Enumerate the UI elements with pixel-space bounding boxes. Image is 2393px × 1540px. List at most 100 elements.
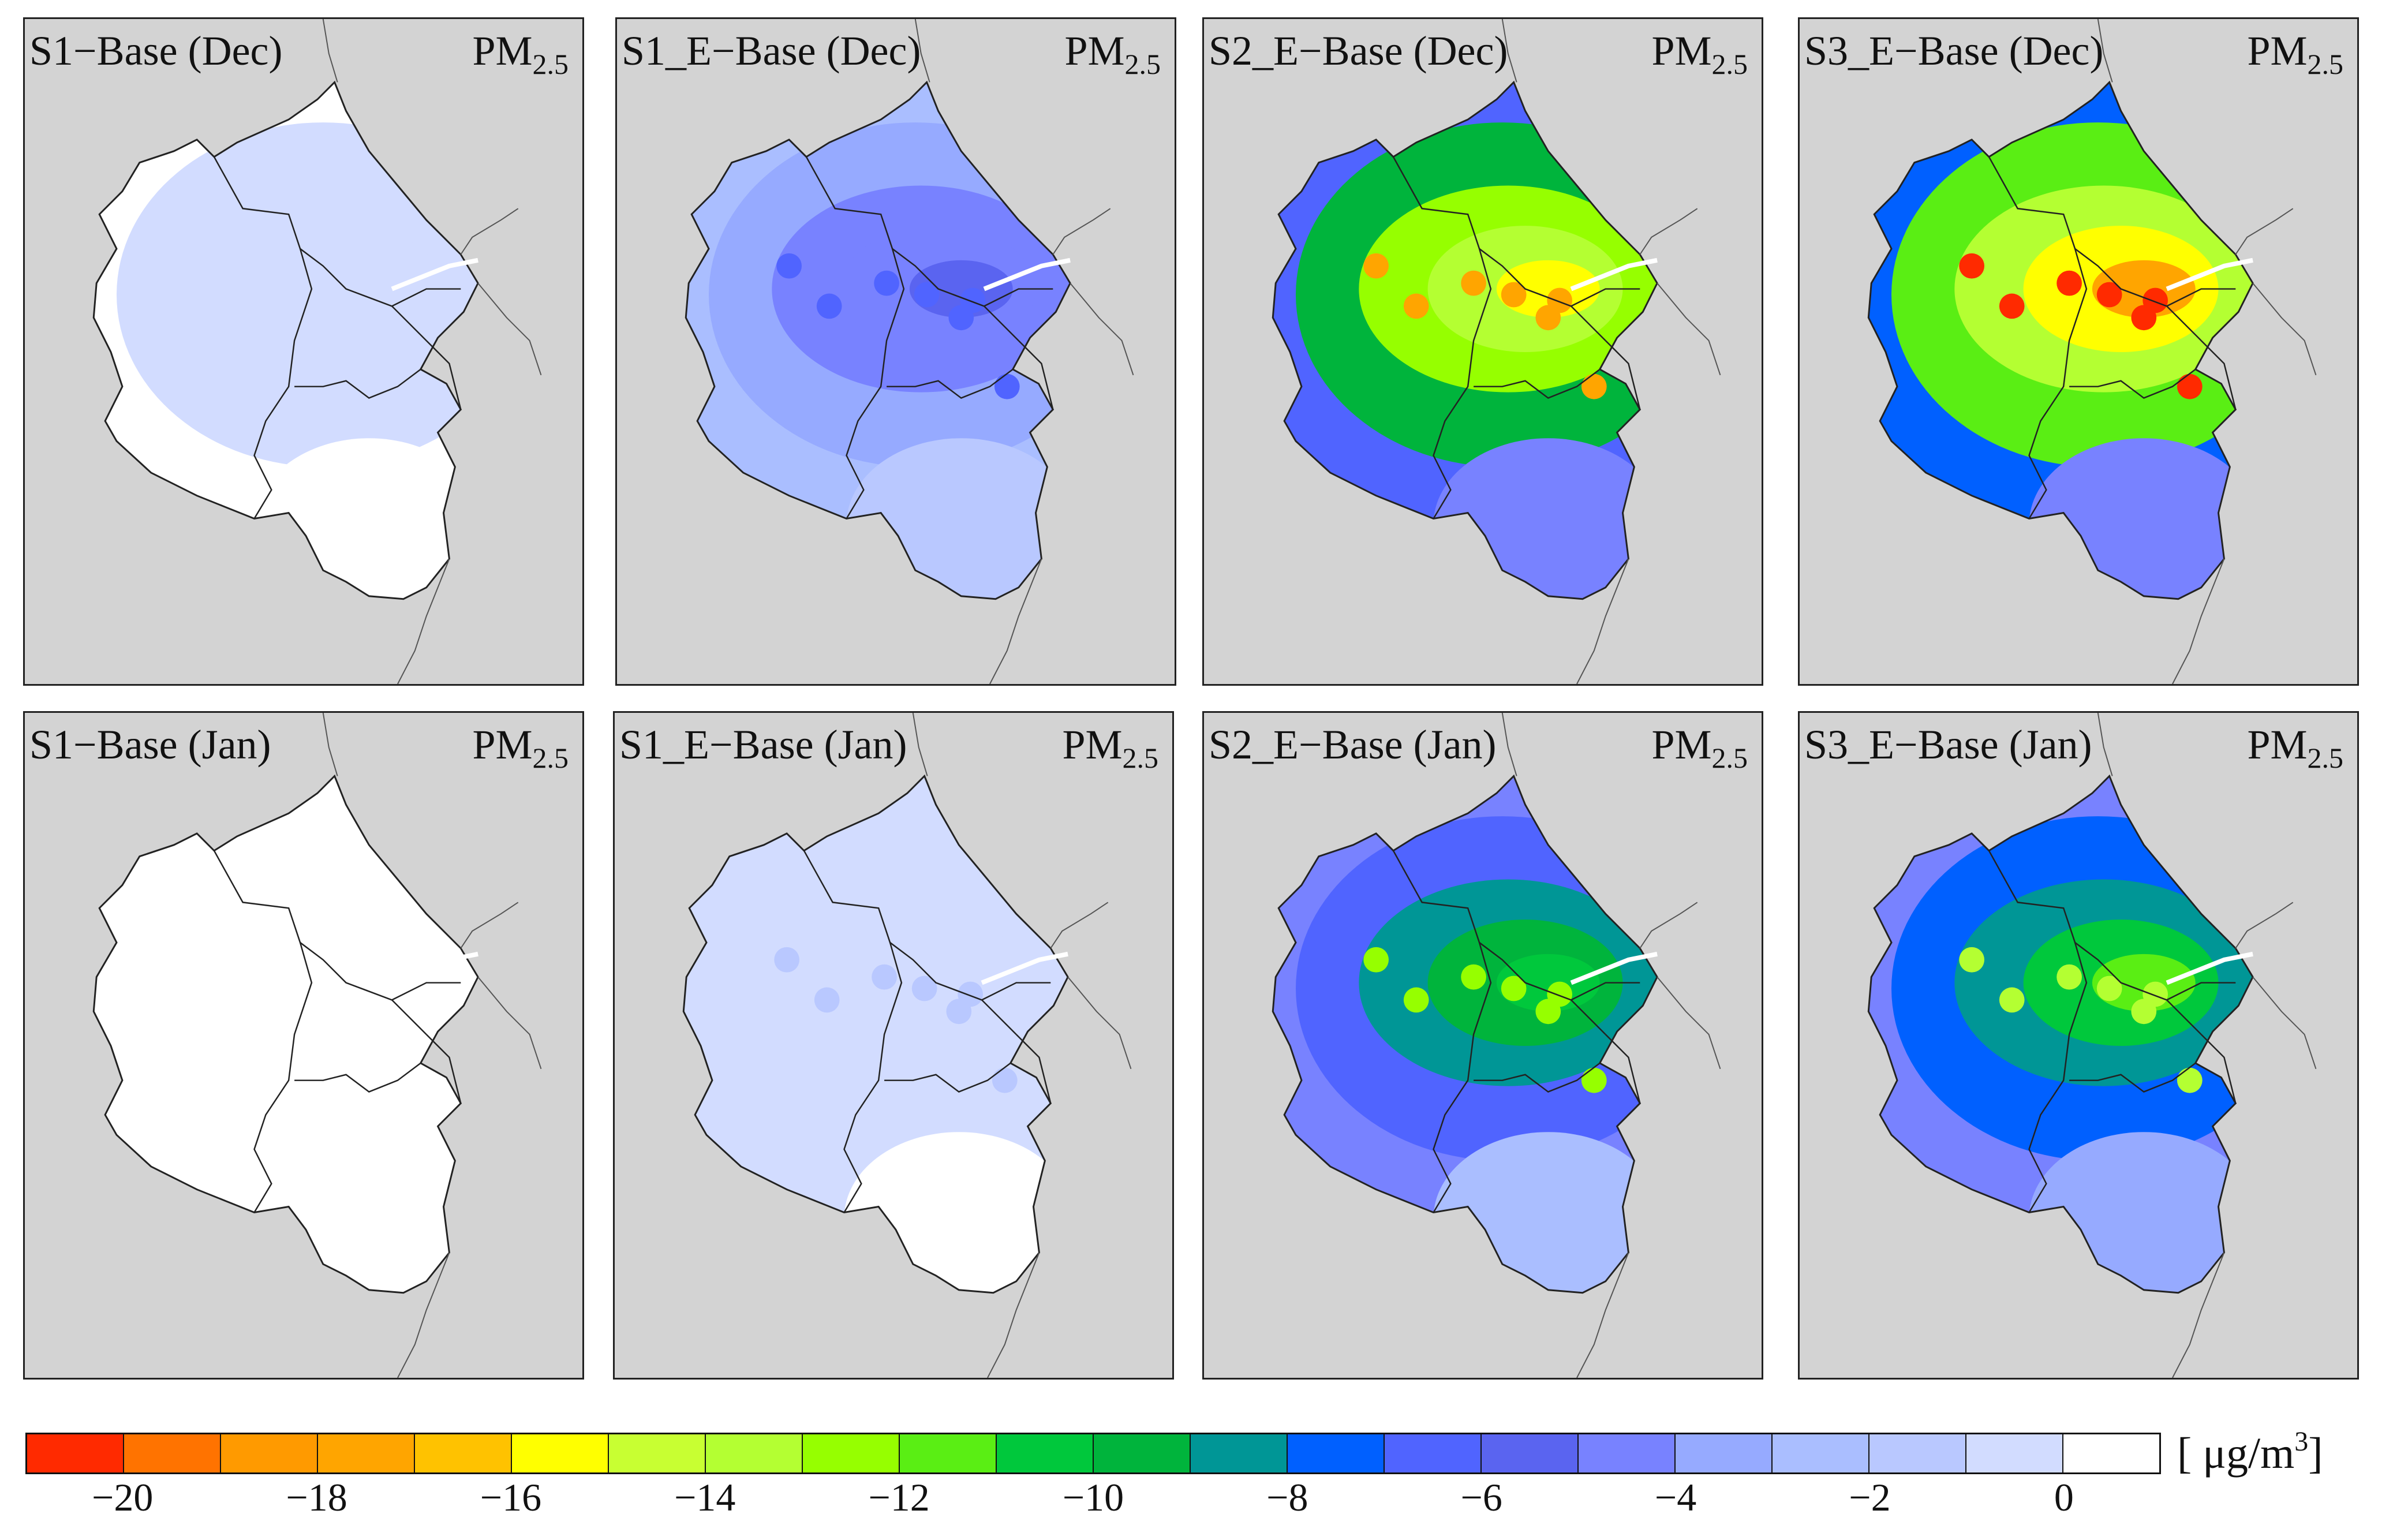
province-boundary	[2166, 288, 2236, 307]
map-panel-s1e-base-dec: S1_E−Base (Dec) PM2.5	[615, 17, 1176, 686]
colorbar-unit: [ μg/m3]	[2177, 1426, 2323, 1478]
hotspot	[184, 947, 210, 973]
hotspot	[1461, 964, 1486, 990]
province-boundary	[984, 288, 1053, 307]
colorbar-tick-label: −4	[1654, 1475, 1697, 1519]
concentration-contours	[706, 816, 1068, 1293]
region-outline	[92, 80, 479, 600]
hotspot	[184, 253, 210, 279]
colorbar-box	[1579, 1434, 1676, 1472]
panel-title: S2_E−Base (Dec)	[1209, 28, 1508, 74]
province-boundary	[1474, 368, 1601, 399]
hotspot	[356, 999, 382, 1025]
province-boundary	[1988, 156, 2202, 341]
panel-variable: PM2.5	[2247, 28, 2343, 80]
colorbar-box	[124, 1434, 221, 1472]
river	[391, 257, 478, 291]
colorbar-box	[1191, 1434, 1288, 1472]
hotspot	[1363, 947, 1389, 973]
province-boundary	[253, 942, 313, 1213]
concentration-contours	[1891, 816, 2253, 1293]
map-panel-s3e-base-jan: S3_E−Base (Jan) PM2.5	[1798, 711, 2359, 1380]
hotspot	[2096, 975, 2122, 1001]
contour-band	[254, 438, 478, 599]
hotspot	[774, 947, 800, 973]
hotspot	[1403, 987, 1429, 1013]
hotspot	[2131, 305, 2157, 331]
colorbar-tick-label: −12	[868, 1475, 930, 1519]
hotspot	[814, 987, 840, 1013]
province-boundary	[1605, 1034, 1641, 1104]
province-boundary	[887, 368, 1014, 399]
coastline	[2097, 713, 2317, 1378]
hotspot	[872, 964, 897, 990]
panel-variable: PM2.5	[1064, 28, 1161, 80]
province-boundary	[1018, 340, 1054, 410]
colorbar-box	[27, 1434, 124, 1472]
colorbar-tick-label: −18	[286, 1475, 347, 1519]
concentration-contours	[1296, 816, 1658, 1293]
region-outline	[1272, 774, 1658, 1294]
region-outline	[1867, 80, 2254, 600]
province-boundary	[213, 850, 427, 1035]
region-outline	[1867, 774, 2254, 1294]
panel-title: S1−Base (Dec)	[29, 28, 283, 74]
hotspot	[911, 975, 937, 1001]
colorbar-box	[1773, 1434, 1869, 1472]
province-boundary	[805, 156, 1019, 341]
province-boundary	[1392, 156, 1606, 341]
colorbar-tick-label: −2	[1849, 1475, 1891, 1519]
hotspot	[992, 1067, 1018, 1093]
province-boundary	[2200, 340, 2237, 410]
river	[1570, 257, 1658, 291]
panel-title: S2_E−Base (Jan)	[1209, 722, 1497, 768]
province-boundary	[253, 248, 313, 519]
province-boundary	[391, 288, 461, 307]
colorbar-box	[1482, 1434, 1579, 1472]
hotspot	[2057, 964, 2082, 990]
hotspot	[1999, 987, 2025, 1013]
hotspot	[282, 270, 307, 296]
province-boundary	[2028, 248, 2088, 519]
coastline	[1501, 713, 1721, 1378]
map-canvas	[1272, 19, 1721, 684]
province-boundary	[294, 368, 421, 399]
province-boundary	[843, 942, 903, 1213]
concentration-contours	[1296, 122, 1658, 599]
province-boundary	[803, 850, 1017, 1035]
hotspot	[321, 975, 347, 1001]
river	[1570, 951, 1658, 985]
province-boundary	[425, 1034, 462, 1104]
colorbar-box	[1676, 1434, 1773, 1472]
colorbar-box	[900, 1434, 997, 1472]
hotspot	[994, 373, 1020, 399]
colorbar-box	[1966, 1434, 2063, 1472]
colorbar-tick-label: 0	[2054, 1475, 2074, 1519]
contour-band	[844, 1132, 1068, 1293]
map-canvas	[1867, 19, 2317, 684]
hotspot	[2177, 373, 2203, 399]
hotspot	[1959, 947, 1985, 973]
province-boundary	[1015, 1034, 1052, 1104]
contour-band	[2029, 438, 2253, 599]
concentration-contours	[117, 122, 478, 599]
coastline	[322, 19, 542, 684]
panel-variable: PM2.5	[1651, 722, 1748, 774]
concentration-contours	[117, 816, 478, 1293]
hotspot	[224, 987, 250, 1013]
hotspot	[402, 373, 428, 399]
province-boundary	[2069, 1062, 2196, 1093]
province-boundary	[1392, 850, 1606, 1035]
region-outline	[1272, 80, 1658, 600]
map-canvas	[92, 713, 542, 1378]
hotspot	[402, 1067, 428, 1093]
map-panel-s2e-base-jan: S2_E−Base (Jan) PM2.5	[1202, 711, 1763, 1380]
river	[391, 951, 478, 985]
hotspot	[1581, 1067, 1607, 1093]
map-panel-s2e-base-dec: S2_E−Base (Dec) PM2.5	[1202, 17, 1763, 686]
colorbar-tick-label: −14	[674, 1475, 736, 1519]
coastline	[912, 713, 1132, 1378]
colorbar-box	[1869, 1434, 1966, 1472]
concentration-contours	[709, 122, 1071, 599]
map-panel-s1-base-dec: S1−Base (Dec) PM2.5	[23, 17, 584, 686]
